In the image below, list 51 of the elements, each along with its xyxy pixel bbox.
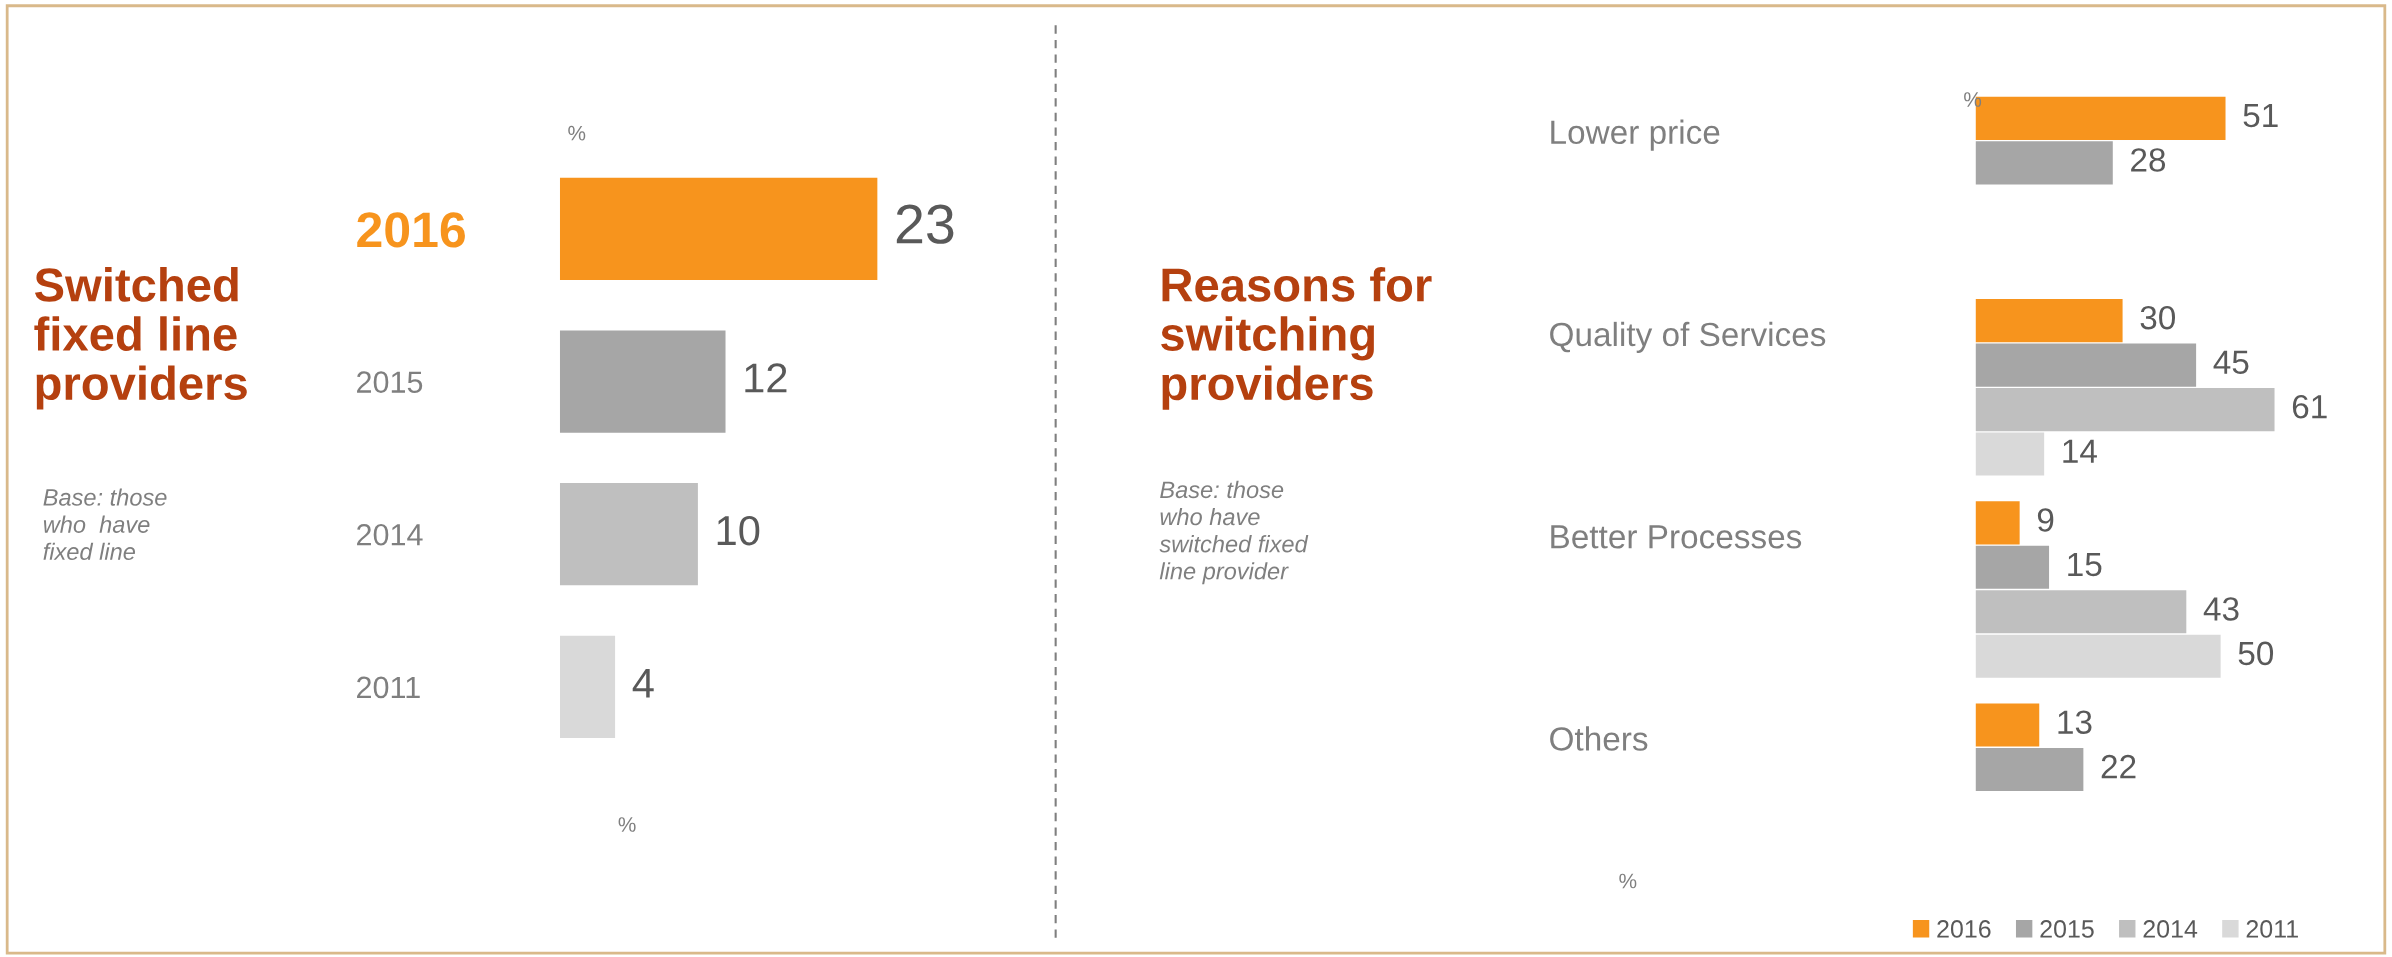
bar <box>1975 387 2275 432</box>
y-tick-label: Others <box>1550 726 1648 751</box>
bar <box>1975 590 2187 634</box>
bar <box>1975 501 2020 545</box>
data-label: 51 <box>2243 104 2278 128</box>
text: Base: those who have fixed line <box>43 488 167 561</box>
y-tick-label: 2016 <box>357 212 465 248</box>
text: % <box>1619 873 1637 889</box>
text: Reasons for switching providers <box>1161 267 1432 410</box>
y-tick-label: Better Processes <box>1551 525 1802 549</box>
data-label: 9 <box>2037 508 2054 532</box>
data-label: 14 <box>2063 439 2097 463</box>
data-label: 23 <box>896 204 954 244</box>
data-label: 43 <box>2203 597 2239 621</box>
data-label: 45 <box>2213 350 2249 374</box>
text: % <box>1964 92 1982 107</box>
data-label: 13 <box>2058 710 2092 734</box>
data-label: 15 <box>2068 552 2102 577</box>
bar <box>1975 343 2197 387</box>
bar <box>1975 432 2045 476</box>
data-label: 22 <box>2101 754 2136 779</box>
bar <box>559 635 616 738</box>
text: % <box>618 817 636 832</box>
y-tick-label: Lower price <box>1551 119 1720 151</box>
text: Switched fixed line providers <box>34 267 247 410</box>
legend-label: 2014 <box>2143 920 2198 938</box>
data-label: 12 <box>745 363 787 393</box>
bar <box>559 177 878 281</box>
data-label: 10 <box>717 515 760 546</box>
y-tick-label: 2011 <box>357 676 420 699</box>
bar <box>1975 634 2221 678</box>
text: Base: those who have switched fixed line provider <box>1159 480 1309 585</box>
text: % <box>568 125 586 141</box>
data-label: 30 <box>2140 305 2176 330</box>
bar <box>1975 298 2123 343</box>
bar <box>1975 747 2084 792</box>
data-label: 61 <box>2292 394 2327 419</box>
data-label: 28 <box>2131 148 2166 172</box>
bar <box>559 483 698 586</box>
data-label: 4 <box>632 668 654 698</box>
legend-label: 2015 <box>2040 920 2094 938</box>
data-label: 50 <box>2238 641 2274 666</box>
legend-label: 2016 <box>1937 920 1991 938</box>
y-tick-label: Quality of Services <box>1550 321 1826 353</box>
bar <box>1975 703 2040 747</box>
legend-label: 2011 <box>2246 920 2298 938</box>
bar <box>1975 141 2113 185</box>
bar <box>559 330 726 433</box>
y-tick-label: 2014 <box>357 523 423 546</box>
y-tick-label: 2015 <box>357 371 423 393</box>
bar <box>1975 545 2050 589</box>
